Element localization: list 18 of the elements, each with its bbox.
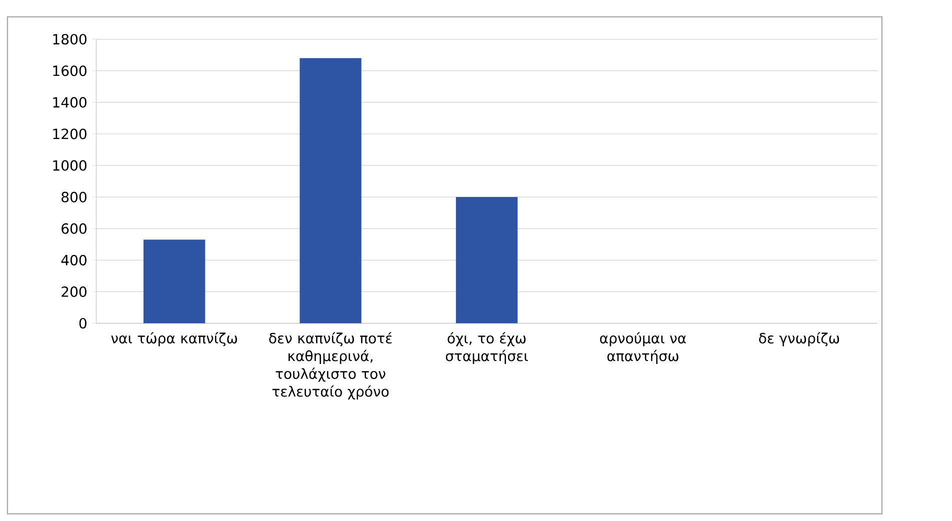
y-tick-label: 800 xyxy=(62,192,86,202)
y-tick-label: 1400 xyxy=(53,96,86,108)
x-tick-label: ναι τώρα καπνίζω xyxy=(111,332,237,346)
x-tick-label: όχι, το έχω σταματήσει xyxy=(446,332,528,364)
y-tick-label: 1000 xyxy=(53,160,86,171)
bar xyxy=(456,196,518,324)
y-tick-label: 200 xyxy=(62,286,86,297)
y-tick-label: 0 xyxy=(79,318,86,328)
bar xyxy=(144,239,206,324)
y-tick-label: 1600 xyxy=(53,65,86,76)
y-tick-label: 400 xyxy=(61,254,86,266)
x-tick-label: δεν καπνίζω ποτέ καθημερινά, τουλάχιστο τον τελευταίο χρόνο xyxy=(269,332,392,400)
y-tick-label: 1800 xyxy=(53,34,86,44)
x-tick-label: αρνούμαι να απαντήσω xyxy=(600,332,686,364)
y-tick-label: 1200 xyxy=(53,128,86,140)
bar xyxy=(300,58,362,324)
y-tick-label: 600 xyxy=(62,223,86,234)
x-tick-label: δε γνωρίζω xyxy=(759,332,840,346)
